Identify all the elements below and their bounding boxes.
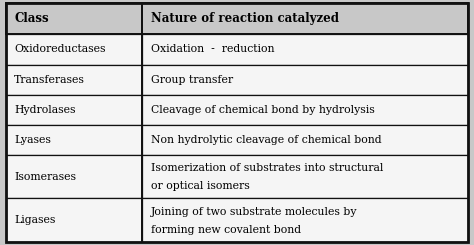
Text: Cleavage of chemical bond by hydrolysis: Cleavage of chemical bond by hydrolysis <box>151 105 374 115</box>
Text: Isomerases: Isomerases <box>14 172 76 182</box>
Text: Non hydrolytic cleavage of chemical bond: Non hydrolytic cleavage of chemical bond <box>151 135 381 145</box>
Bar <box>142 35 468 64</box>
Bar <box>6 35 142 64</box>
Bar <box>6 3 142 35</box>
Bar <box>6 64 142 95</box>
Text: Oxidation  -  reduction: Oxidation - reduction <box>151 45 274 54</box>
Text: or optical isomers: or optical isomers <box>151 181 249 191</box>
Text: Ligases: Ligases <box>14 215 55 225</box>
Bar <box>6 95 142 125</box>
Bar <box>142 125 468 155</box>
Text: Hydrolases: Hydrolases <box>14 105 76 115</box>
Bar <box>6 125 142 155</box>
Bar <box>6 155 142 198</box>
Bar <box>142 3 468 35</box>
Text: Transferases: Transferases <box>14 74 85 85</box>
Bar <box>142 155 468 198</box>
Bar <box>142 64 468 95</box>
Text: Group transfer: Group transfer <box>151 74 233 85</box>
Text: Class: Class <box>14 12 49 25</box>
Text: Isomerization of substrates into structural: Isomerization of substrates into structu… <box>151 163 383 173</box>
Bar <box>142 95 468 125</box>
Bar <box>142 198 468 242</box>
Text: Oxidoreductases: Oxidoreductases <box>14 45 106 54</box>
Text: forming new covalent bond: forming new covalent bond <box>151 225 301 235</box>
Text: Lyases: Lyases <box>14 135 51 145</box>
Text: Nature of reaction catalyzed: Nature of reaction catalyzed <box>151 12 339 25</box>
Text: Joining of two substrate molecules by: Joining of two substrate molecules by <box>151 207 357 217</box>
Bar <box>6 198 142 242</box>
